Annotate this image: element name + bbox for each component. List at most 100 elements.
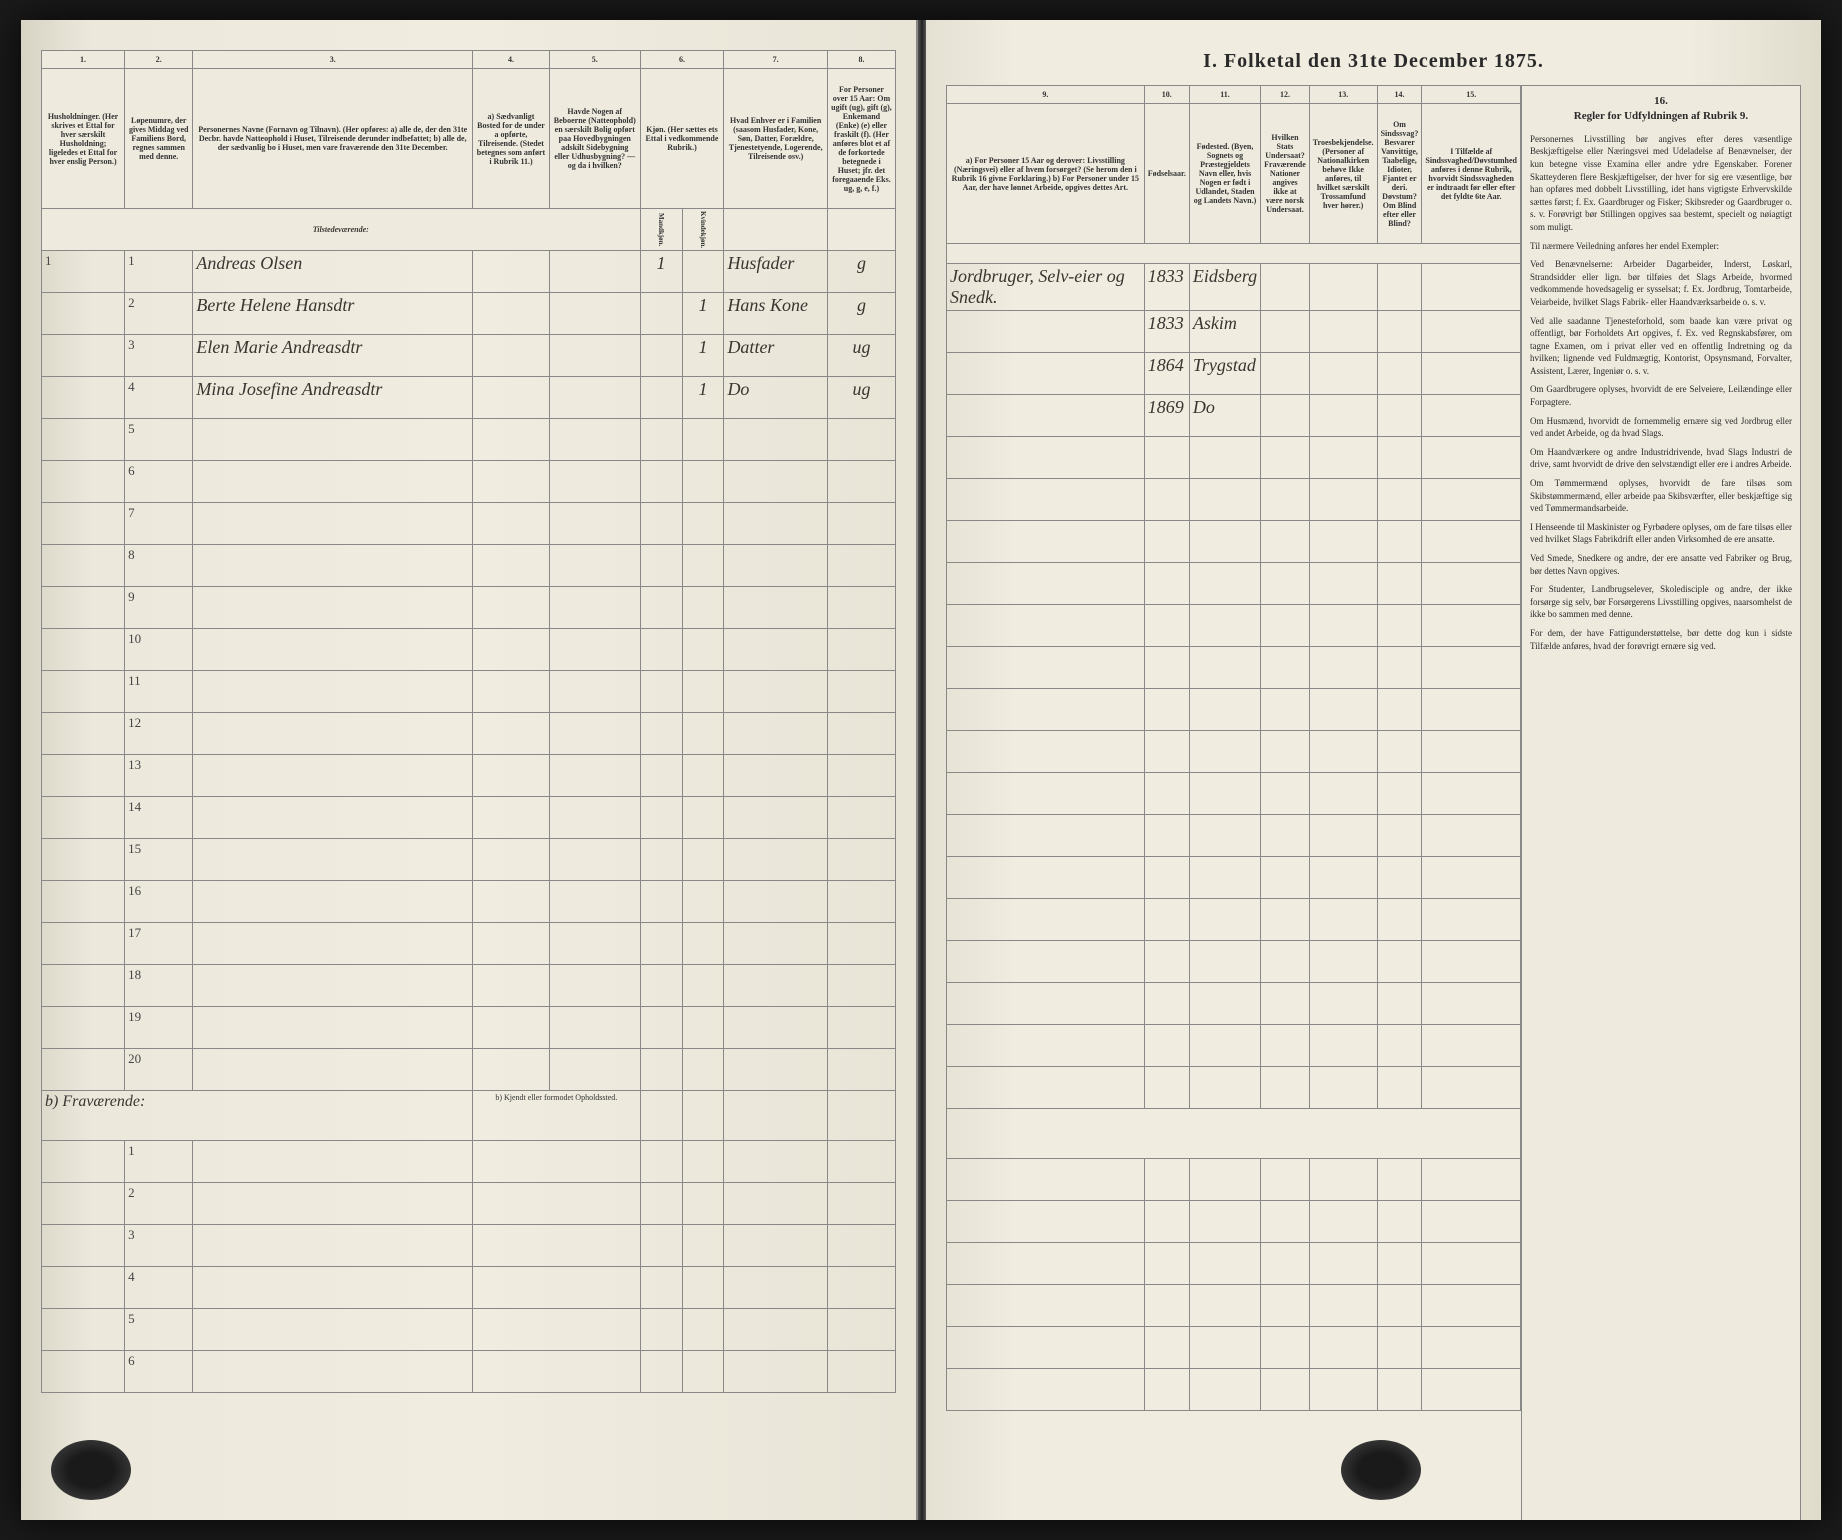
table-row: 5 — [42, 419, 896, 461]
birth-place — [1189, 1285, 1260, 1327]
building — [549, 1007, 640, 1049]
occupation — [947, 689, 1145, 731]
table-row: 1833 Askim — [947, 311, 1521, 353]
religion — [1309, 1159, 1377, 1201]
page-clip-right — [1341, 1440, 1421, 1500]
family-role — [724, 671, 827, 713]
disability-age — [1422, 264, 1521, 311]
nationality — [1261, 563, 1310, 605]
person-name — [193, 587, 473, 629]
occupation — [947, 1067, 1145, 1109]
birth-place — [1189, 773, 1260, 815]
occupation — [947, 1243, 1145, 1285]
disability-age — [1422, 395, 1521, 437]
nationality — [1261, 1159, 1310, 1201]
disability-age — [1422, 311, 1521, 353]
present-label: Tilstedeværende: — [42, 209, 641, 251]
birth-year — [1144, 689, 1189, 731]
religion — [1309, 1067, 1377, 1109]
person-name — [193, 629, 473, 671]
table-row: 6 — [42, 1351, 896, 1393]
family-role — [724, 419, 827, 461]
whereabouts — [473, 1267, 641, 1309]
sex-f — [682, 965, 724, 1007]
marital-status — [827, 1225, 895, 1267]
sex-f — [682, 461, 724, 503]
row-num: 2 — [125, 293, 193, 335]
occupation — [947, 1285, 1145, 1327]
table-row: 18 — [42, 965, 896, 1007]
table-row — [947, 647, 1521, 689]
person-name — [193, 1049, 473, 1091]
absent-col-label: b) Kjendt eller formodet Opholdssted. — [473, 1091, 641, 1141]
occupation: Jordbruger, Selv-eier og Snedk. — [947, 264, 1145, 311]
disability-age — [1422, 1201, 1521, 1243]
occupation — [947, 815, 1145, 857]
disability — [1377, 815, 1422, 857]
occupation — [947, 1025, 1145, 1067]
household-num — [42, 545, 125, 587]
residence — [473, 419, 550, 461]
disability-age — [1422, 437, 1521, 479]
table-row: 15 — [42, 839, 896, 881]
sex-m — [640, 377, 682, 419]
census-table-right: 9. 10. 11. 12. 13. 14. 15. a) For Person… — [946, 85, 1521, 1411]
col-num-11: 11. — [1189, 86, 1260, 104]
sex-m — [640, 335, 682, 377]
table-row: 17 — [42, 923, 896, 965]
sex-f — [682, 1267, 724, 1309]
occupation — [947, 395, 1145, 437]
sex-f — [682, 1351, 724, 1393]
person-name — [193, 671, 473, 713]
birth-place — [1189, 1369, 1260, 1411]
birth-year — [1144, 857, 1189, 899]
row-num: 15 — [125, 839, 193, 881]
birth-year — [1144, 1201, 1189, 1243]
family-role — [724, 1267, 827, 1309]
table-row — [947, 1159, 1521, 1201]
header-13: Troesbekjendelse. (Personer af Nationalk… — [1309, 104, 1377, 244]
table-row: 20 — [42, 1049, 896, 1091]
occupation — [947, 521, 1145, 563]
page-title: I. Folketal den 31te December 1875. — [946, 50, 1801, 73]
col-num-7: 7. — [724, 51, 827, 69]
building — [549, 755, 640, 797]
header-8: For Personer over 15 Aar: Om ugift (ug),… — [827, 69, 895, 209]
census-table-left: 1. 2. 3. 4. 5. 6. 7. 8. Husholdninger. (… — [41, 50, 896, 1393]
family-role — [724, 839, 827, 881]
table-row: 1 — [42, 1141, 896, 1183]
rule-p11: For Studenter, Landbrugselever, Skoledis… — [1530, 583, 1792, 621]
sex-f — [682, 545, 724, 587]
rules-column: 16. Regler for Udfyldningen af Rubrik 9.… — [1521, 85, 1801, 1520]
row-num: 8 — [125, 545, 193, 587]
whereabouts — [473, 1141, 641, 1183]
nationality — [1261, 437, 1310, 479]
col-num-6: 6. — [640, 51, 724, 69]
disability-age — [1422, 647, 1521, 689]
table-row: 3 Elen Marie Andreasdtr 1 Datter ug — [42, 335, 896, 377]
residence — [473, 1007, 550, 1049]
birth-year — [1144, 647, 1189, 689]
religion — [1309, 1025, 1377, 1067]
sex-f — [682, 419, 724, 461]
person-name — [193, 1351, 473, 1393]
table-row — [947, 983, 1521, 1025]
row-num: 4 — [125, 377, 193, 419]
building — [549, 503, 640, 545]
nationality — [1261, 1067, 1310, 1109]
birth-place — [1189, 731, 1260, 773]
nationality — [1261, 521, 1310, 563]
household-num — [42, 671, 125, 713]
row-num: 12 — [125, 713, 193, 755]
household-num — [42, 503, 125, 545]
sex-f — [682, 881, 724, 923]
person-name — [193, 1267, 473, 1309]
nationality — [1261, 983, 1310, 1025]
sex-f: 1 — [682, 335, 724, 377]
religion — [1309, 899, 1377, 941]
occupation — [947, 353, 1145, 395]
family-role — [724, 545, 827, 587]
occupation — [947, 605, 1145, 647]
rule-p3: Ved Benævnelserne: Arbeider Dagarbeider,… — [1530, 258, 1792, 308]
marital-status — [827, 1007, 895, 1049]
